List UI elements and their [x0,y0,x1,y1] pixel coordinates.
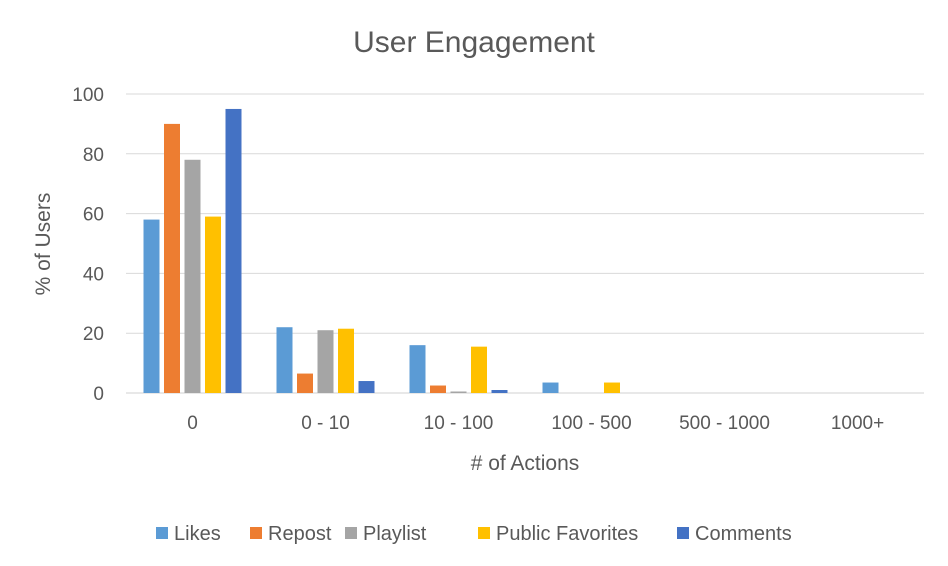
y-tick-label: 20 [83,324,104,345]
legend-label: Comments [695,523,792,545]
y-axis-ticks: 0 20 40 60 80 100 [72,85,104,405]
chart-title: User Engagement [353,26,595,59]
bar-public-favorites-1 [338,328,354,393]
x-tick-label: 0 - 10 [301,413,350,434]
legend-label: Public Favorites [496,523,638,545]
bar-repost-1 [297,373,313,393]
bar-comments-0 [225,108,242,393]
bar-public-favorites-2 [471,346,487,393]
bar-playlist-0 [184,159,201,393]
bar-repost-0 [164,123,180,394]
legend-label: Playlist [363,523,427,545]
x-tick-label: 0 [187,413,198,434]
y-tick-label: 60 [83,205,104,226]
legend-swatch-comments [677,527,689,539]
bar-repost-2 [430,385,446,393]
bar-likes-0 [143,219,160,393]
legend-swatch-public-favorites [478,527,490,539]
y-tick-label: 80 [83,145,104,166]
bar-likes-1 [276,327,293,393]
legend: Likes Repost Playlist Public Favorites Comme… [156,523,792,545]
x-tick-label: 500 - 1000 [679,413,770,434]
legend-swatch-playlist [345,527,357,539]
legend-swatch-repost [250,527,262,539]
legend-label: Repost [268,523,332,545]
bar-comments-2 [491,390,508,393]
bar-playlist-1 [317,330,334,393]
x-axis-title: # of Actions [471,452,580,475]
y-tick-label: 40 [83,264,104,285]
x-axis-ticks: 0 0 - 10 10 - 100 100 - 500 500 - 1000 1000+ [187,413,884,434]
legend-swatch-likes [156,527,168,539]
bars [143,108,620,394]
y-tick-label: 100 [72,85,104,106]
y-axis-title: % of Users [32,193,55,296]
x-tick-label: 1000+ [831,413,884,434]
gridlines [126,93,924,394]
bar-public-favorites-3 [604,382,620,393]
bar-likes-2 [409,345,426,393]
bar-comments-1 [358,381,375,393]
x-tick-label: 10 - 100 [424,413,494,434]
x-tick-label: 100 - 500 [551,413,631,434]
y-tick-label: 0 [93,384,104,405]
bar-public-favorites-0 [205,216,221,393]
bar-playlist-2 [450,391,467,393]
bar-likes-3 [542,382,559,393]
legend-label: Likes [174,523,221,545]
